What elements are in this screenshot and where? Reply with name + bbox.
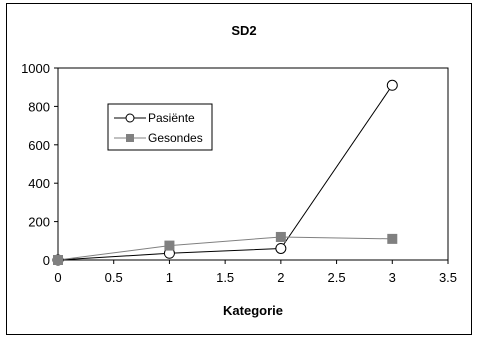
series-line-0 [57,84,393,261]
series-line-1 [57,236,393,261]
y-tick-label: 1000 [21,61,50,76]
x-tick-label: 2.5 [328,270,346,285]
data-point-gesondes [53,255,63,265]
y-tick-label: 200 [28,215,50,230]
x-tick-label: 3.5 [439,270,457,285]
x-tick-label: 1.5 [216,270,234,285]
data-point-pasiente [386,79,398,91]
data-point-pasiente [275,242,287,254]
x-axis-ticks: 0 0.5 1 1.5 2 2.5 3 3.5 [54,260,457,285]
legend-box [107,103,213,151]
data-point-gesondes [164,240,175,251]
legend-label-gesondes: Gesondes [148,131,203,145]
y-tick-label: 0 [43,253,50,268]
x-tick-label: 1 [166,270,173,285]
legend-marker-gesondes [126,134,134,142]
x-tick-label: 3 [389,270,396,285]
x-axis-title: Kategorie [223,303,283,318]
series-markers [52,79,398,266]
legend-label-pasiente: Pasiënte [148,111,195,125]
y-tick-label: 400 [28,176,50,191]
y-tick-label: 600 [28,138,50,153]
data-point-gesondes [387,233,398,244]
y-axis-ticks: 0 200 400 600 800 1000 [21,61,58,268]
legend: Pasiënte Gesondes [107,103,213,151]
data-point-gesondes [275,231,286,242]
x-tick-label: 0 [54,270,61,285]
legend-marker-pasiente [125,113,135,123]
x-tick-label: 2 [277,270,284,285]
chart-frame [6,3,472,335]
plot-area [57,67,449,261]
x-tick-label: 0.5 [105,270,123,285]
y-tick-label: 800 [28,99,50,114]
series-lines [57,84,393,261]
chart-title: SD2 [231,23,256,38]
